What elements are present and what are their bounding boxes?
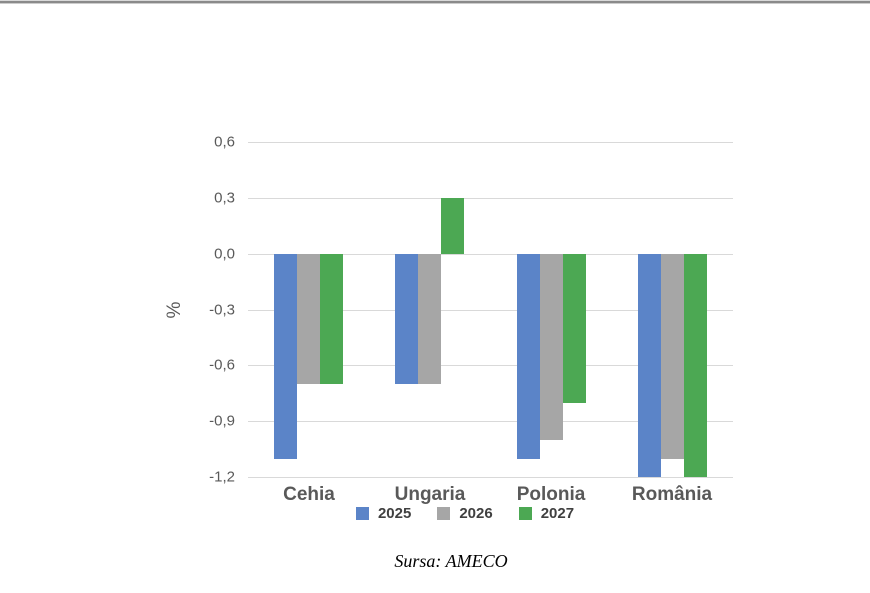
bar	[274, 254, 297, 459]
gridline	[248, 421, 733, 422]
source-note: Sursa: AMECO	[394, 551, 508, 571]
bar	[638, 254, 661, 477]
bar	[684, 254, 707, 477]
gridline	[248, 365, 733, 366]
top-divider	[0, 0, 870, 4]
bar	[320, 254, 343, 384]
bar	[540, 254, 563, 440]
bar	[395, 254, 418, 384]
gridline	[248, 198, 733, 199]
chart-legend: 2025 2026 2027	[60, 506, 870, 521]
legend-swatch-icon	[518, 507, 532, 520]
y-tick-label: -1,2	[209, 468, 235, 486]
legend-swatch-icon	[355, 507, 369, 520]
legend-item: 2025	[355, 505, 412, 522]
y-tick-label: -0,3	[209, 301, 235, 319]
y-tick-label: -0,9	[209, 412, 235, 430]
bar	[297, 254, 320, 384]
legend-label: 2027	[540, 505, 575, 522]
gridline	[248, 142, 733, 143]
gridline	[248, 254, 733, 255]
bar	[418, 254, 441, 384]
bar	[517, 254, 540, 459]
legend-item: 2027	[518, 505, 575, 522]
legend-item: 2026	[437, 505, 493, 522]
y-tick-label: 0,6	[214, 133, 235, 151]
category-label: Cehia	[283, 484, 335, 505]
bar	[661, 254, 684, 459]
bar	[563, 254, 586, 403]
legend-swatch-icon	[437, 507, 451, 520]
category-label: Ungaria	[394, 484, 466, 505]
y-tick-label: 0,0	[214, 245, 235, 263]
category-label: România	[631, 484, 713, 505]
category-label: Polonia	[516, 484, 586, 505]
y-tick-label: -0,6	[209, 356, 235, 374]
legend-label: 2026	[459, 505, 493, 522]
bar	[441, 198, 464, 254]
gridline	[248, 477, 733, 478]
y-tick-label: 0,3	[214, 189, 235, 207]
legend-label: 2025	[377, 505, 412, 522]
gridline	[248, 310, 733, 311]
